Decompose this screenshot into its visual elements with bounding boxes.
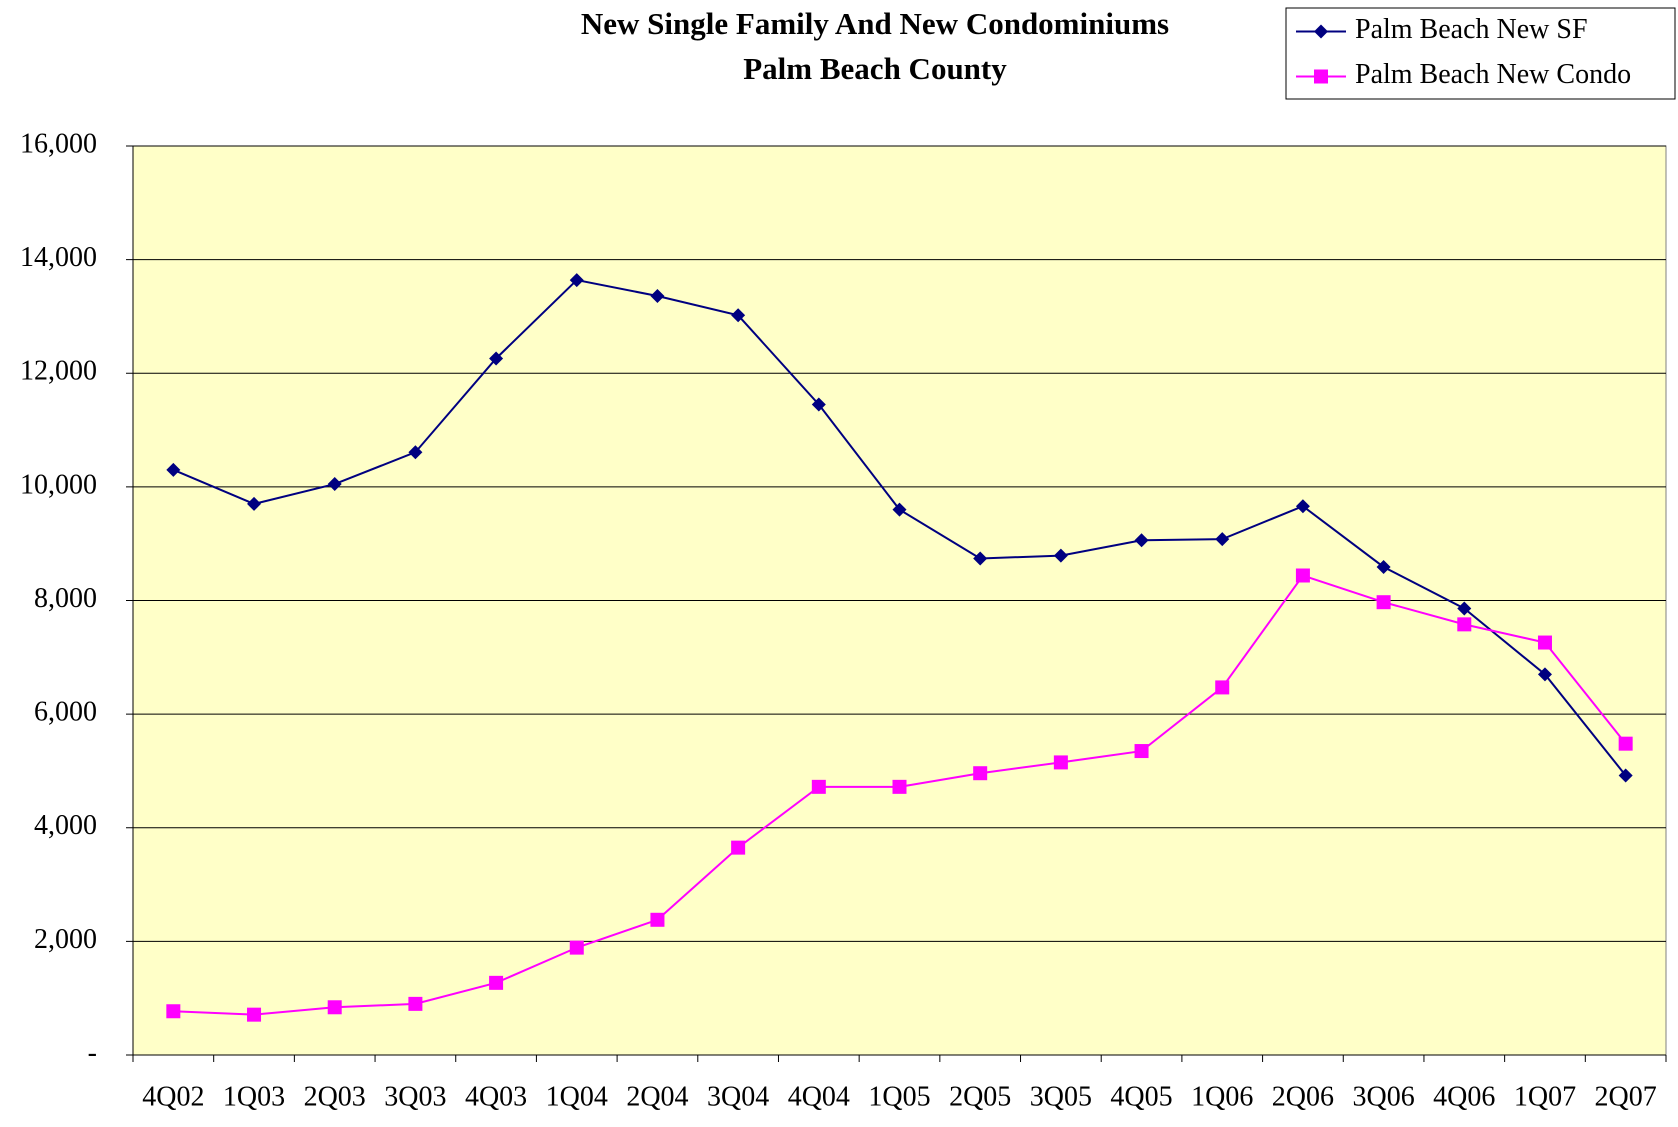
data-point bbox=[811, 779, 826, 794]
data-point bbox=[1215, 532, 1230, 547]
data-point bbox=[166, 1004, 181, 1019]
x-tick-label: 1Q04 bbox=[546, 1081, 608, 1112]
data-point bbox=[1215, 680, 1230, 695]
x-tick-label: 4Q02 bbox=[142, 1081, 204, 1112]
data-point bbox=[731, 308, 746, 323]
data-point bbox=[892, 502, 907, 517]
x-tick-label: 1Q06 bbox=[1191, 1081, 1253, 1112]
x-tick-label: 2Q04 bbox=[626, 1081, 688, 1112]
data-point bbox=[973, 766, 988, 781]
chart-subtitle: Palm Beach County bbox=[743, 51, 1007, 86]
data-point bbox=[731, 840, 746, 855]
data-point bbox=[973, 551, 988, 566]
data-point bbox=[811, 397, 826, 412]
x-tick-label: 4Q06 bbox=[1433, 1081, 1495, 1112]
data-point bbox=[1134, 533, 1149, 548]
data-point bbox=[1295, 499, 1310, 514]
data-point bbox=[247, 496, 262, 511]
data-point bbox=[489, 351, 504, 366]
data-point bbox=[1537, 635, 1552, 650]
x-tick-label: 4Q05 bbox=[1110, 1081, 1172, 1112]
y-tick-label: 10,000 bbox=[20, 469, 97, 500]
data-point bbox=[1295, 568, 1310, 583]
x-tick-label: 4Q04 bbox=[788, 1081, 850, 1112]
x-tick-label: 1Q05 bbox=[868, 1081, 930, 1112]
x-tick-label: 4Q03 bbox=[465, 1081, 527, 1112]
x-tick-label: 1Q07 bbox=[1514, 1081, 1576, 1112]
data-point bbox=[408, 996, 423, 1011]
x-tick-label: 3Q06 bbox=[1352, 1081, 1414, 1112]
legend-label: Palm Beach New SF bbox=[1355, 14, 1588, 45]
data-point bbox=[1053, 755, 1068, 770]
data-point bbox=[166, 462, 181, 477]
data-point bbox=[1376, 595, 1391, 610]
legend-label: Palm Beach New Condo bbox=[1355, 59, 1631, 90]
data-point bbox=[892, 779, 907, 794]
data-point bbox=[1537, 667, 1552, 682]
y-tick-label: 14,000 bbox=[20, 242, 97, 273]
data-point bbox=[1134, 744, 1149, 759]
data-point bbox=[1618, 768, 1633, 783]
legend-marker bbox=[1314, 69, 1328, 84]
legend-marker bbox=[1314, 24, 1328, 39]
y-tick-label: 2,000 bbox=[34, 924, 97, 955]
data-point bbox=[569, 273, 584, 288]
x-tick-label: 3Q05 bbox=[1030, 1081, 1092, 1112]
data-point bbox=[1376, 559, 1391, 574]
x-tick-label: 2Q05 bbox=[949, 1081, 1011, 1112]
data-point bbox=[1457, 601, 1472, 616]
legend-box bbox=[1285, 7, 1676, 100]
data-point bbox=[1053, 548, 1068, 563]
x-tick-label: 3Q04 bbox=[707, 1081, 769, 1112]
y-tick-label: 4,000 bbox=[34, 810, 97, 841]
y-tick-label: 6,000 bbox=[34, 697, 97, 728]
x-tick-label: 1Q03 bbox=[223, 1081, 285, 1112]
data-point bbox=[650, 912, 665, 927]
x-tick-label: 2Q06 bbox=[1272, 1081, 1334, 1112]
data-point bbox=[1618, 736, 1633, 751]
y-tick-label: - bbox=[88, 1037, 97, 1068]
y-tick-label: 12,000 bbox=[20, 356, 97, 387]
data-point bbox=[569, 940, 584, 955]
y-tick-label: 8,000 bbox=[34, 583, 97, 614]
y-tick-label: 16,000 bbox=[20, 128, 97, 159]
x-tick-label: 3Q03 bbox=[384, 1081, 446, 1112]
data-point bbox=[408, 445, 423, 460]
data-point bbox=[327, 1000, 342, 1015]
data-point bbox=[1457, 617, 1472, 632]
x-tick-label: 2Q03 bbox=[304, 1081, 366, 1112]
data-point bbox=[247, 1007, 262, 1022]
data-point bbox=[489, 975, 504, 990]
data-point bbox=[327, 477, 342, 492]
x-tick-label: 2Q07 bbox=[1595, 1081, 1657, 1112]
chart-title: New Single Family And New Condominiums bbox=[581, 6, 1169, 41]
data-point bbox=[650, 288, 665, 303]
